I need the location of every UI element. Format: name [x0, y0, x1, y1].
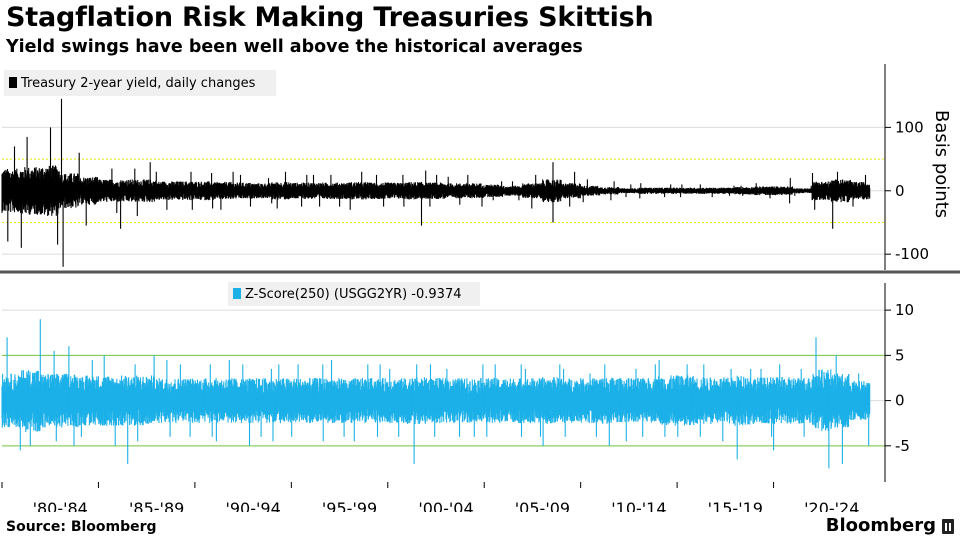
top-legend-swatch [9, 77, 17, 88]
top-y-axis-label: Basis points [931, 110, 952, 218]
chart-canvas: 100 0 -100 Treasury 2-year yield, daily ch… [0, 64, 960, 512]
top-legend: Treasury 2-year yield, daily changes [4, 70, 276, 96]
top-panel: 100 0 -100 Treasury 2-year yield, daily ch… [1, 64, 952, 270]
top-y-ticks: 100 0 -100 [884, 64, 929, 270]
top-series-bars [1, 98, 871, 267]
top-reference-lines [2, 158, 885, 223]
bottom-series-bars [1, 319, 871, 469]
top-legend-box [4, 70, 276, 96]
y-tick-label: -100 [895, 245, 929, 263]
chart-subtitle: Yield swings have been well above the hi… [6, 37, 583, 57]
y-tick-label: 100 [895, 118, 924, 136]
y-tick-label: 0 [895, 182, 905, 200]
top-legend-label: Treasury 2-year yield, daily changes [20, 76, 256, 91]
chart-title: Stagflation Risk Making Treasuries Skitt… [6, 2, 654, 33]
